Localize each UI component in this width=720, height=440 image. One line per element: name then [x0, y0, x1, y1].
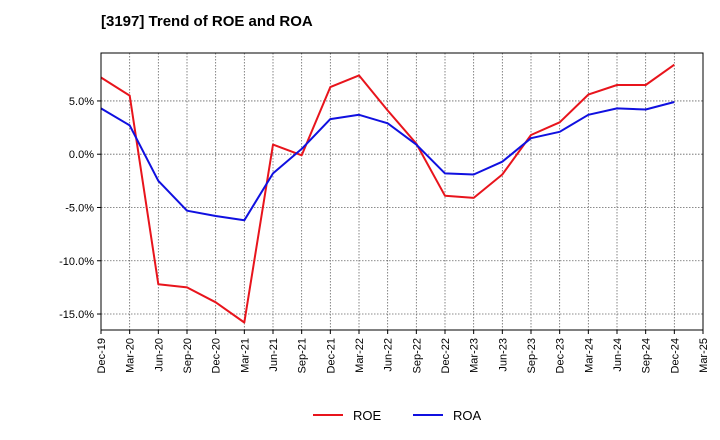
x-tick-label: Mar-22: [354, 338, 366, 373]
y-tick-label: -15.0%: [59, 309, 94, 321]
x-tick-label: Jun-23: [497, 338, 509, 372]
x-tick-label: Dec-22: [440, 338, 452, 373]
x-tick-label: Sep-23: [526, 338, 538, 373]
x-tick-label: Sep-20: [182, 338, 194, 373]
series-layer: [100, 63, 675, 324]
x-tick-label: Mar-21: [239, 338, 251, 373]
x-tick-label: Mar-20: [125, 338, 137, 373]
x-tick-label: Sep-24: [641, 338, 653, 373]
x-tick-label: Dec-24: [669, 338, 681, 373]
legend-label-roe: ROE: [353, 408, 382, 423]
x-tick-label: Mar-23: [469, 338, 481, 373]
x-tick-label: Mar-25: [698, 338, 710, 373]
legend: ROE ROA: [313, 408, 482, 423]
x-tick-label: Dec-23: [555, 338, 567, 373]
y-tick-label: 0.0%: [69, 149, 94, 161]
x-tick-label: Dec-21: [325, 338, 337, 373]
y-tick-label: -10.0%: [59, 256, 94, 268]
y-tick-label: 5.0%: [69, 96, 94, 108]
x-tick-label: Jun-22: [383, 338, 395, 372]
grid-layer: [101, 53, 703, 330]
x-tick-label: Jun-21: [268, 338, 280, 372]
legend-label-roa: ROA: [453, 408, 482, 423]
x-tick-label: Jun-24: [612, 338, 624, 372]
chart-title: [3197] Trend of ROE and ROA: [101, 13, 313, 30]
x-tick-label: Jun-20: [153, 338, 165, 372]
x-tick-label: Dec-19: [96, 338, 108, 373]
x-tick-label: Mar-24: [583, 338, 595, 373]
x-tick-label: Sep-21: [297, 338, 309, 373]
x-tick-label: Sep-22: [411, 338, 423, 373]
x-tick-label: Dec-20: [211, 338, 223, 373]
series-line-roa: [100, 101, 675, 222]
series-line-roe: [100, 63, 675, 324]
axis-layer: Dec-19 Mar-20 Jun-20 Sep-20 Dec-20 Mar-21 Jun-…: [59, 96, 710, 374]
y-tick-label: -5.0%: [65, 202, 94, 214]
plot-frame: [100, 52, 704, 331]
